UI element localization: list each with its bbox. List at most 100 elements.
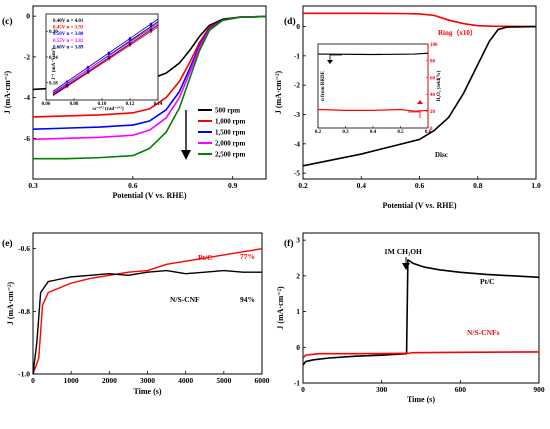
x-axis-tick-label: 1000: [64, 376, 79, 385]
inset-right-tick-label: 20: [430, 110, 436, 115]
inset-point: [128, 42, 132, 45]
inset-point: [128, 44, 132, 47]
y-axis-tick-label: -1.0: [18, 370, 30, 379]
inset-point: [128, 37, 132, 40]
x-axis-tick-label: 0.2: [298, 181, 308, 190]
x-axis-tick-label: 4000: [178, 376, 193, 385]
series-line: [302, 258, 540, 366]
y-axis-tick-label: 1: [296, 307, 300, 316]
panel-label: (d): [284, 16, 296, 27]
inset-n-line: [317, 52, 429, 56]
y-axis-tick-label: -0.8: [18, 307, 30, 316]
series-line: [303, 12, 537, 28]
inset-x-tick-label: 0.6: [425, 130, 432, 135]
inset-point: [65, 80, 69, 83]
inset-x-axis-label: ω⁻¹ᐟ² (rad⁻¹ᐟ²): [92, 106, 124, 112]
inset-point: [86, 70, 90, 73]
panel-e: 0 1000 2000 3000 4000 5000 6000 -1.0 -0.8 -0.6 Tim…: [2, 232, 270, 396]
x-axis-tick-label: 3000: [140, 376, 155, 385]
inset-point: [86, 66, 90, 69]
legend-label: 1,000 rpm: [215, 118, 246, 126]
inset-legend-label: 0.50V n = 3.80: [53, 32, 84, 37]
x-axis-tick-label: 0.6: [415, 181, 425, 190]
inset-point: [86, 68, 90, 71]
plot-frame: [32, 5, 267, 180]
x-axis-tick-label: 0.6: [128, 181, 138, 190]
inset-point: [149, 28, 153, 32]
inset-legend-label: 0.40V n = 4.01: [53, 19, 84, 24]
series-line: [302, 351, 540, 359]
y-axis-tick-label: 2: [296, 271, 300, 280]
y-axis-tick-label: -1: [294, 379, 300, 388]
x-axis-tick-label: 1.0: [531, 181, 541, 190]
inset-point: [65, 84, 69, 87]
x-axis-tick-label: 2000: [102, 376, 117, 385]
inset-point: [107, 54, 111, 57]
panel-label: (e): [2, 238, 13, 249]
x-axis-label: Potential (V vs. RHE): [382, 201, 456, 210]
inset-h2o2-arrow: [408, 111, 421, 118]
y-axis-tick-label: -3: [294, 110, 300, 119]
direction-arrow-head: [181, 150, 191, 160]
x-axis-tick-label: 0: [31, 376, 35, 385]
inset-legend-label: 0.55V n = 3.82: [53, 39, 84, 44]
inset-y-tick-label: 0.18: [49, 82, 58, 87]
x-axis-label: Potential (V vs. RHE): [112, 191, 186, 200]
series-line: [302, 25, 537, 167]
series-label-ptc: Pt/C: [480, 277, 495, 286]
panel-c: 0.3 0.6 0.9 -6 -4 -2 0 Potential (V vs. RHE) J (…: [2, 5, 267, 200]
inset-point: [149, 22, 153, 26]
legend-label: 2,000 rpm: [215, 140, 246, 148]
plot-frame: [302, 232, 540, 384]
x-axis-tick-label: 900: [533, 385, 545, 394]
y-axis-tick-label: -4: [24, 93, 30, 102]
inset-x-tick-label: 0.12: [126, 102, 135, 107]
inset-right-tick-label: 60: [430, 76, 436, 81]
y-axis-tick-label: 3: [296, 236, 300, 245]
inset-y-tick-label: 0.30: [49, 30, 58, 35]
inset-y-tick-label: 0.24: [49, 56, 58, 61]
panel-d: 0.2 0.4 0.6 0.8 1.0 -5 -4 -3 -2 -1 0 Potential (V v…: [274, 5, 541, 210]
methanol-annotation: 1M CH₃OH: [384, 247, 422, 256]
y-axis-tick-label: 0: [296, 22, 300, 31]
series-label-ptc: Pt/C: [198, 253, 213, 262]
inset-point: [149, 25, 153, 28]
x-axis-tick-label: 0.9: [228, 181, 238, 190]
series-line: [33, 15, 267, 160]
inset-point: [107, 51, 111, 55]
x-axis-tick-label: 0.4: [357, 181, 367, 190]
inset-right-tick-label: 100: [430, 43, 438, 48]
panel-label: (c): [2, 16, 13, 27]
inset-n-arrow: [329, 54, 342, 62]
inset-right-tick-label: 80: [430, 60, 436, 65]
inset-fit-line: [52, 18, 159, 92]
y-axis-tick-label: -6: [24, 134, 30, 143]
inset-x-tick-label: 0.3: [342, 130, 349, 135]
inset-point: [149, 26, 153, 30]
inset-fit-line: [52, 23, 159, 94]
y-axis-label: J (mA·cm⁻²): [276, 286, 285, 330]
inset-h2o2-arrowhead: [417, 100, 423, 104]
x-axis-tick-label: 0.3: [28, 181, 38, 190]
y-axis-tick-label: 0: [296, 343, 300, 352]
inset-legend-label: 0.45V n = 3.93: [53, 26, 84, 31]
x-axis-tick-label: 0.8: [473, 181, 483, 190]
inset-fit-line: [52, 26, 159, 97]
y-axis-tick-label: -4: [294, 139, 300, 148]
x-axis-tick-label: 5000: [216, 376, 231, 385]
y-axis-tick-label: -2: [24, 52, 30, 61]
y-axis-tick-label: -1: [294, 51, 300, 60]
panel-label: (f): [284, 238, 294, 249]
retention-ptc: 77%: [240, 252, 255, 261]
inset-n-arrowhead: [327, 60, 333, 64]
inset-x-tick-label: 0.4: [370, 130, 377, 135]
y-axis-tick-label: -5: [294, 169, 300, 178]
x-axis-tick-label: 6000: [255, 376, 270, 385]
inset-point: [107, 56, 111, 59]
inset-point: [107, 57, 111, 61]
methanol-arrow-head: [402, 263, 410, 270]
inset-right-tick-label: 0: [430, 127, 433, 132]
inset-h2o2-line: [317, 108, 429, 112]
inset-point: [65, 82, 69, 85]
